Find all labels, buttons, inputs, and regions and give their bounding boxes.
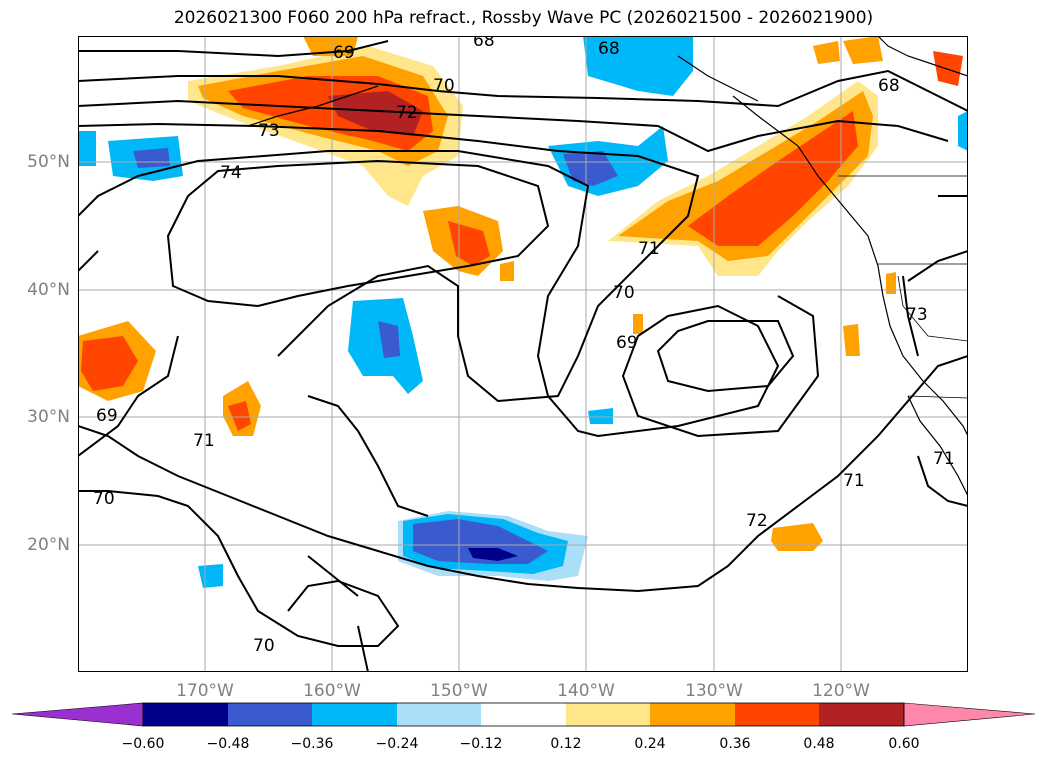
positive-anomaly-southeast: [771, 523, 823, 551]
colorbar-segment: [11, 702, 144, 727]
contour-label: 70: [253, 636, 275, 656]
colorbar-label: −0.24: [375, 736, 419, 752]
colorbar-outline: [142, 702, 905, 727]
contour-label: 69: [333, 43, 355, 63]
positive-anomaly-coast-2: [886, 272, 896, 294]
contour-label: 73: [258, 121, 280, 141]
negative-anomaly-southpacific-peak: [468, 548, 518, 561]
colorbar-label: −0.12: [459, 736, 503, 752]
lat-label: 50°N: [27, 152, 70, 172]
positive-anomaly-coast-1: [843, 324, 860, 356]
contour-label: 68: [598, 39, 620, 59]
negative-anomaly-southpacific-core: [413, 519, 548, 564]
positive-anomaly-top-4: [813, 41, 840, 64]
colorbar-segment: [903, 702, 1036, 727]
positive-anomaly-small-2: [500, 261, 514, 281]
negative-anomaly-small-left: [198, 564, 223, 588]
negative-anomaly-small-right: [588, 408, 613, 424]
contour-labels: 68 68 68 69 69 69 70 70 70 70 71 71 71 7…: [93, 36, 955, 656]
contour-label: 72: [746, 511, 768, 531]
colorbar-label: 0.24: [634, 736, 666, 752]
positive-anomaly-small-1: [633, 314, 643, 334]
positive-anomaly-pacific-nw-mid: [618, 91, 873, 261]
colorbar-label: 0.60: [888, 736, 920, 752]
colorbar-label: −0.36: [290, 736, 334, 752]
map-title: 2026021300 F060 200 hPa refract., Rossby…: [173, 8, 874, 28]
contour-label: 69: [616, 333, 638, 353]
contour-label: 68: [473, 36, 495, 51]
borders: [838, 175, 968, 399]
lat-label: 30°N: [27, 407, 70, 427]
positive-anomaly-top-2: [843, 36, 883, 64]
contour-label: 73: [906, 305, 928, 325]
lat-label: 20°N: [27, 535, 70, 555]
colorbar-segment: [650, 703, 735, 726]
colorbar-label: −0.48: [206, 736, 250, 752]
positive-anomaly-southwest-core: [228, 401, 251, 431]
positive-anomaly-aleutians-peak: [328, 91, 423, 136]
contour-label: 71: [638, 239, 660, 259]
positive-anomaly-top-3: [933, 51, 963, 86]
negative-anomaly-mid-core: [378, 321, 400, 358]
lon-label: 130°W: [685, 681, 743, 701]
colorbar-segment: [228, 703, 312, 726]
negative-anomaly-north-core: [563, 151, 618, 186]
colorbar-segment: [143, 703, 228, 726]
graticule: [78, 36, 968, 672]
colorbar-segment: [481, 703, 566, 726]
positive-anomaly-west-core: [81, 336, 138, 391]
contour-label: 72: [396, 103, 418, 123]
lon-label: 170°W: [176, 681, 234, 701]
contour-label: 70: [93, 489, 115, 509]
colorbar-segment: [735, 703, 819, 726]
colorbar: [11, 702, 1036, 727]
colorbar-segment: [566, 703, 650, 726]
contour-label: 69: [96, 406, 118, 426]
map-svg: 68 68 68 69 69 69 70 70 70 70 71 71 71 7…: [78, 36, 968, 672]
contour-lines: [78, 40, 968, 672]
colorbar-label: 0.36: [719, 736, 751, 752]
colorbar-label: −0.60: [121, 736, 165, 752]
negative-anomaly-topright: [583, 36, 693, 96]
colorbar-label: 0.12: [550, 736, 582, 752]
map-panel[interactable]: 68 68 68 69 69 69 70 70 70 70 71 71 71 7…: [78, 36, 968, 672]
contour-label: 70: [613, 283, 635, 303]
lat-label: 40°N: [27, 280, 70, 300]
negative-anomaly-edge-left: [78, 131, 96, 166]
contour-label: 71: [933, 449, 955, 469]
lon-label: 160°W: [303, 681, 361, 701]
lon-label: 140°W: [557, 681, 615, 701]
contour-label: 71: [843, 471, 865, 491]
contour-label: 74: [220, 163, 242, 183]
lon-label: 120°W: [812, 681, 870, 701]
coastlines: [247, 36, 968, 497]
colorbar-segment: [397, 703, 481, 726]
positive-anomaly-pacific-nw-core: [688, 111, 858, 246]
colorbar-segment: [819, 703, 904, 726]
colorbar-segment: [312, 703, 397, 726]
negative-anomaly-small-east: [958, 111, 968, 151]
contour-label: 71: [193, 431, 215, 451]
negative-anomaly-topleft-box-core: [133, 148, 170, 168]
contour-label: 68: [878, 76, 900, 96]
contour-label: 70: [433, 76, 455, 96]
colorbar-label: 0.48: [803, 736, 835, 752]
lon-label: 150°W: [430, 681, 488, 701]
